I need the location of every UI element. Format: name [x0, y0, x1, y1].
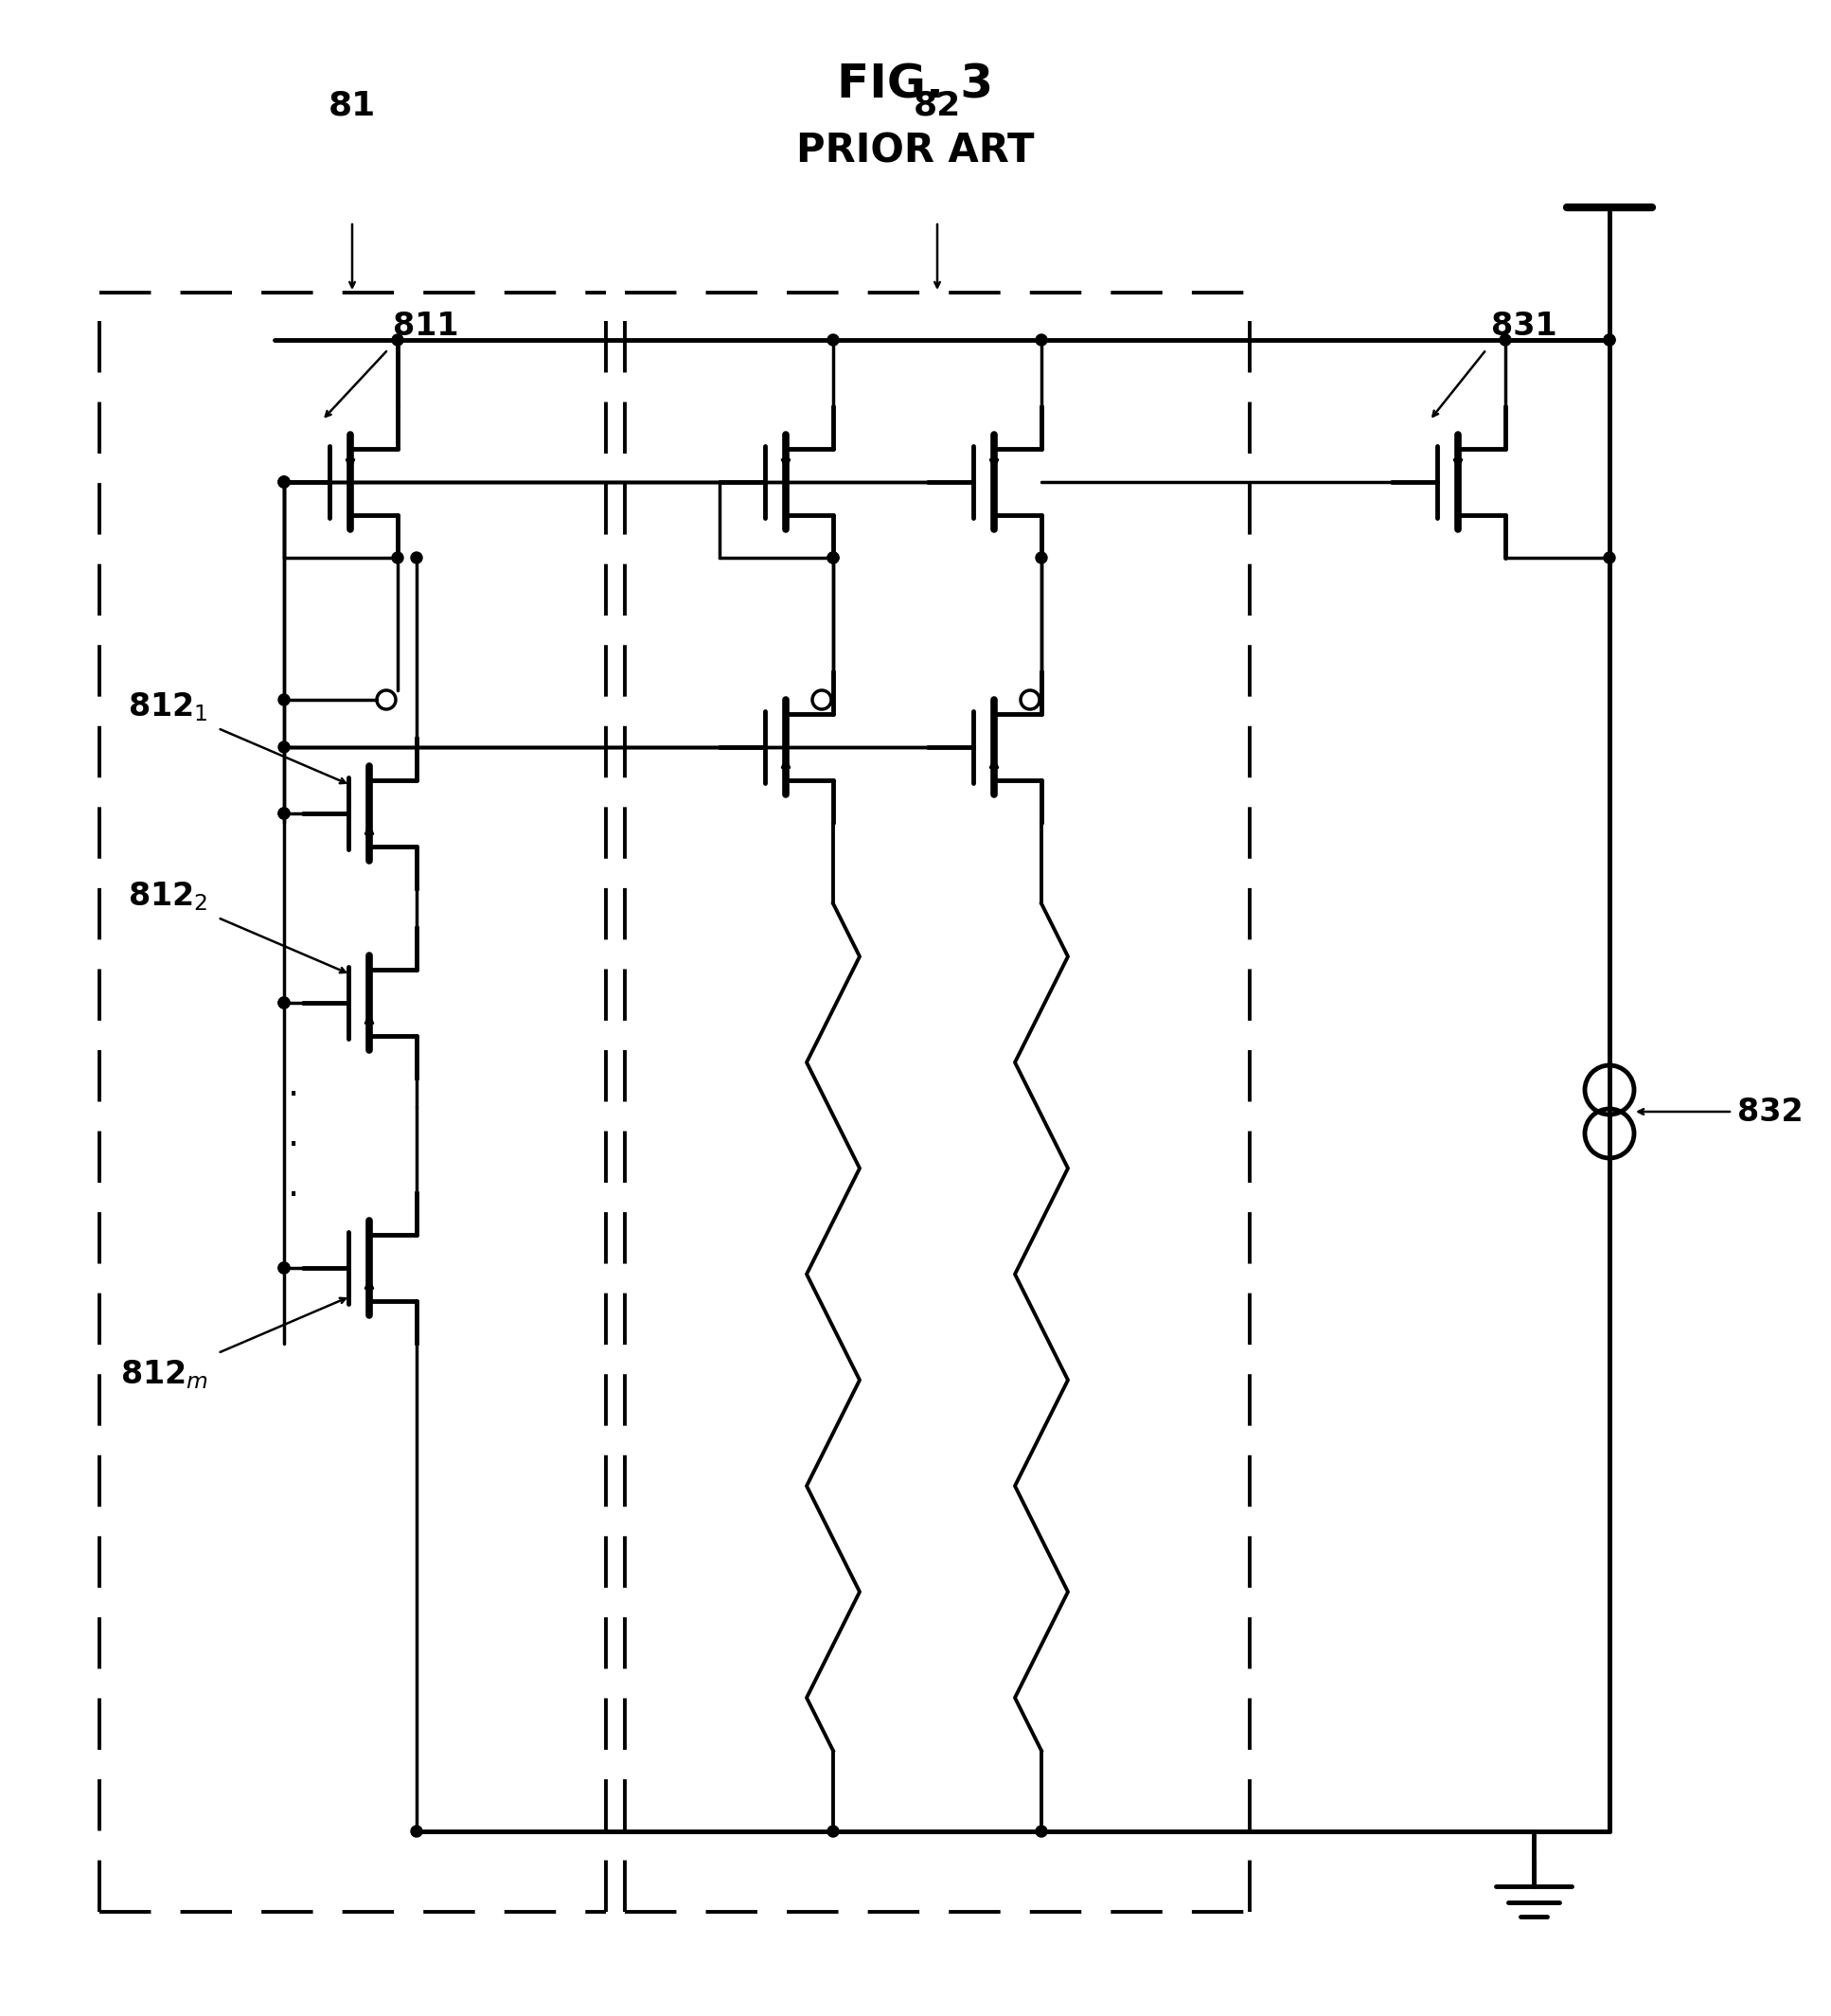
Circle shape — [278, 1262, 289, 1274]
Circle shape — [828, 1826, 839, 1837]
Circle shape — [1604, 552, 1615, 562]
Text: .
.
.: . . . — [287, 1066, 298, 1204]
Circle shape — [392, 552, 403, 562]
Text: 811: 811 — [394, 310, 460, 343]
Circle shape — [278, 742, 289, 752]
Text: 812$_1$: 812$_1$ — [128, 691, 209, 724]
Text: 812$_m$: 812$_m$ — [121, 1359, 209, 1391]
Circle shape — [828, 335, 839, 345]
Circle shape — [828, 552, 839, 562]
Circle shape — [1500, 335, 1511, 345]
Circle shape — [410, 552, 423, 562]
Text: FIG. 3: FIG. 3 — [837, 62, 994, 107]
Text: 832: 832 — [1738, 1097, 1804, 1127]
Circle shape — [278, 476, 289, 488]
Circle shape — [1604, 335, 1615, 345]
Circle shape — [278, 808, 289, 818]
Circle shape — [1604, 335, 1615, 345]
Circle shape — [278, 1262, 289, 1274]
Circle shape — [278, 694, 289, 706]
Circle shape — [410, 1826, 423, 1837]
Text: 812$_2$: 812$_2$ — [128, 879, 209, 913]
Circle shape — [392, 335, 403, 345]
Text: 831: 831 — [1490, 310, 1556, 343]
Circle shape — [278, 476, 289, 488]
Circle shape — [278, 476, 289, 488]
Circle shape — [278, 998, 289, 1008]
Circle shape — [1036, 552, 1047, 562]
Text: 81: 81 — [328, 91, 375, 123]
Circle shape — [1036, 335, 1047, 345]
Circle shape — [1036, 1826, 1047, 1837]
Circle shape — [278, 808, 289, 818]
Circle shape — [828, 552, 839, 562]
Text: 82: 82 — [914, 91, 961, 123]
Text: PRIOR ART: PRIOR ART — [796, 131, 1035, 171]
Circle shape — [278, 998, 289, 1008]
